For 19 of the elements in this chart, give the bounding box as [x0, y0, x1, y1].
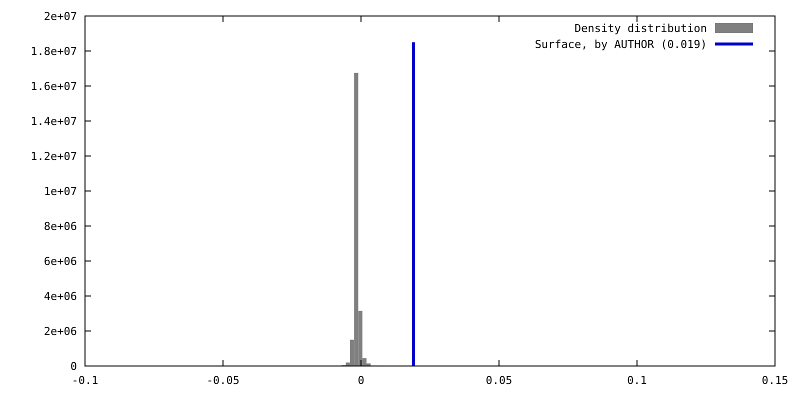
y-tick-label: 0 — [70, 360, 77, 373]
legend-label: Density distribution — [574, 22, 707, 35]
y-tick-label: 2e+07 — [44, 10, 77, 23]
x-tick-label: 0.1 — [627, 374, 647, 387]
y-tick-label: 6e+06 — [44, 254, 77, 268]
x-tick-label: 0.05 — [486, 374, 512, 387]
y-tick-label: 1.4e+07 — [30, 114, 77, 128]
y-tick-label: 4e+06 — [44, 290, 77, 303]
y-tick-label: 2e+06 — [44, 324, 77, 338]
y-tick-label: 8e+06 — [44, 220, 77, 233]
y-tick-label: 1e+07 — [44, 184, 77, 198]
legend-label: Surface, by AUTHOR (0.019) — [534, 38, 707, 51]
y-tick-label: 1.8e+07 — [30, 44, 77, 58]
x-tick-label: 0 — [358, 374, 364, 387]
y-tick-label: 1.6e+07 — [30, 80, 77, 93]
x-tick-label: -0.05 — [206, 374, 240, 387]
x-tick-label: 0.15 — [762, 374, 788, 387]
y-tick-label: 1.2e+07 — [30, 150, 77, 163]
x-tick-label: -0.1 — [72, 374, 98, 387]
